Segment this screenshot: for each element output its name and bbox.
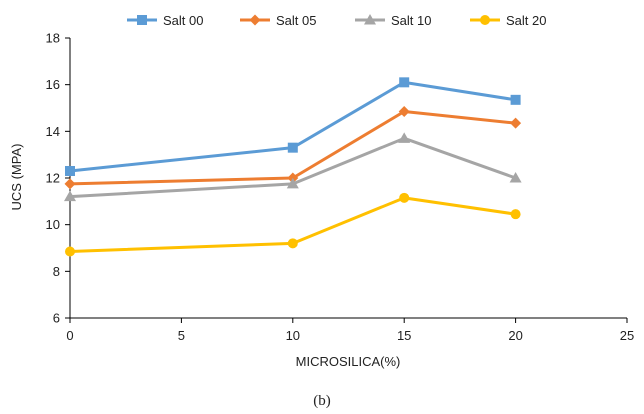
- y-tick-label: 16: [46, 77, 60, 92]
- x-tick-label: 5: [178, 328, 185, 343]
- data-point-salt-00: [510, 94, 521, 105]
- x-tick-label: 0: [66, 328, 73, 343]
- y-tick-label: 12: [46, 171, 60, 186]
- legend-label: Salt 10: [391, 13, 431, 28]
- legend-item-salt-20: Salt 20: [470, 13, 546, 28]
- series-line-salt-05: [68, 110, 518, 186]
- figure-caption: (b): [313, 393, 331, 409]
- legend-item-salt-00: Salt 00: [127, 13, 203, 28]
- y-tick-label: 14: [46, 124, 60, 139]
- y-tick-label: 6: [53, 311, 60, 326]
- legend-swatch-marker: [137, 15, 147, 25]
- data-point-salt-10: [286, 177, 299, 189]
- legend-label: Salt 05: [276, 13, 316, 28]
- data-point-salt-05: [398, 106, 410, 117]
- data-point-salt-20: [510, 209, 521, 220]
- axes: 6 8 10 12 14 16 18 0 5 10 15 20 25: [46, 31, 635, 344]
- legend-swatch-marker: [364, 14, 376, 25]
- legend-item-salt-10: Salt 10: [355, 13, 431, 28]
- y-axis-title: UCS (MPA): [9, 144, 24, 211]
- legend-swatch-marker: [249, 14, 261, 26]
- legend: Salt 00 Salt 05 Salt 10 Salt 20: [127, 13, 546, 28]
- series-salt-00: [65, 77, 521, 176]
- legend-item-salt-05: Salt 05: [240, 13, 316, 28]
- data-point-salt-05: [510, 117, 522, 129]
- series-salt-20: [65, 192, 521, 257]
- y-tick-label: 8: [53, 264, 60, 279]
- series-line-salt-10: [68, 136, 518, 199]
- data-point-salt-10: [398, 132, 411, 143]
- data-point-salt-00: [399, 77, 410, 88]
- data-point-salt-10: [64, 190, 76, 202]
- y-tick-label: 18: [46, 31, 60, 46]
- legend-swatch-marker: [480, 15, 490, 25]
- data-point-salt-20: [287, 238, 298, 249]
- data-point-salt-20: [399, 192, 410, 203]
- series-layer: [64, 77, 522, 257]
- y-tick-label: 10: [46, 217, 60, 232]
- data-point-salt-05: [64, 178, 76, 190]
- x-tick-label: 10: [286, 328, 300, 343]
- legend-label: Salt 20: [506, 13, 546, 28]
- x-tick-label: 25: [620, 328, 634, 343]
- x-tick-label: 20: [508, 328, 522, 343]
- legend-label: Salt 00: [163, 13, 203, 28]
- x-tick-label: 15: [397, 328, 411, 343]
- data-point-salt-10: [509, 172, 522, 183]
- x-axis-title: MICROSILICA(%): [296, 354, 401, 369]
- data-point-salt-20: [65, 246, 75, 257]
- y-axis-ticks: 6 8 10 12 14 16 18: [46, 31, 70, 326]
- series-line-salt-00: [68, 80, 518, 173]
- data-point-salt-00: [287, 142, 298, 153]
- series-line-salt-20: [68, 196, 518, 253]
- series-salt-10: [64, 132, 522, 202]
- data-point-salt-00: [65, 166, 75, 176]
- x-axis-ticks: 0 5 10 15 20 25: [66, 318, 634, 343]
